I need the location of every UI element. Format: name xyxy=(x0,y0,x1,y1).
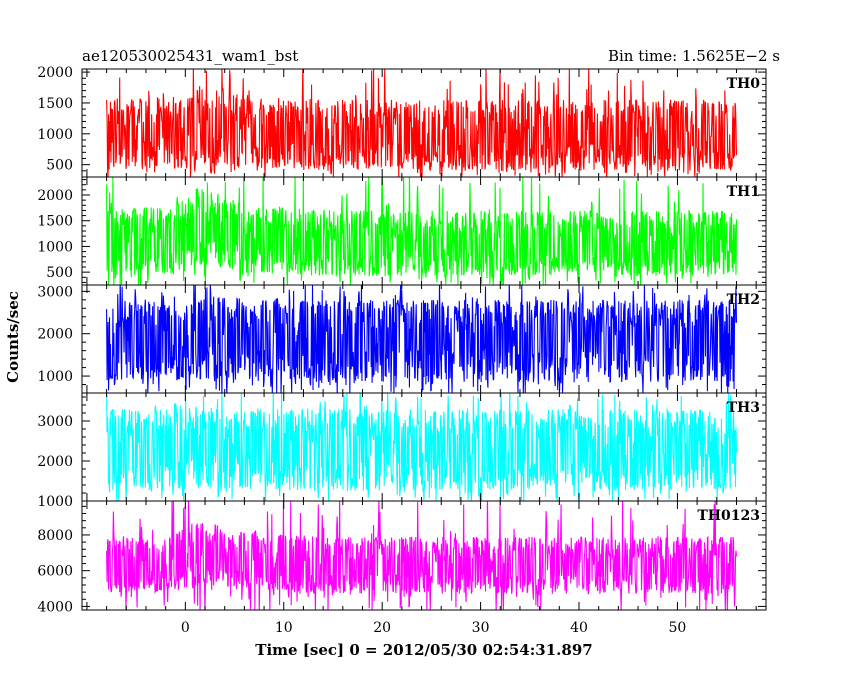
y-tick-label: 500 xyxy=(46,158,73,174)
x-tick-label: 50 xyxy=(669,620,687,636)
y-tick-label: 1500 xyxy=(37,214,73,230)
x-tick-label: 20 xyxy=(373,620,391,636)
series-line-th3 xyxy=(106,393,738,501)
y-tick-label: 1000 xyxy=(37,127,73,143)
y-tick-label: 3000 xyxy=(37,414,73,430)
series-line-th0 xyxy=(106,69,738,177)
series-line-th0123 xyxy=(106,501,738,610)
y-tick-label: 500 xyxy=(46,265,73,281)
x-tick-label: 0 xyxy=(181,620,190,636)
x-axis-label: Time [sec] 0 = 2012/05/30 02:54:31.897 xyxy=(255,641,592,659)
panel-label-th1: TH1 xyxy=(727,184,760,200)
bin-time-label: Bin time: 1.5625E−2 s xyxy=(608,47,780,65)
panel-th3: 1000 2000 3000 TH3 xyxy=(37,392,767,510)
y-tick-label: 1500 xyxy=(37,96,73,112)
y-tick-label: 2000 xyxy=(37,65,73,81)
panel-th1: 500 1000 1500 2000 TH1 xyxy=(37,176,767,286)
x-tick-label: 30 xyxy=(472,620,490,636)
panel-th2: 1000 2000 3000 TH2 xyxy=(37,284,767,394)
y-tick-label: 2000 xyxy=(37,188,73,204)
x-axis: 0 10 20 30 40 50 xyxy=(181,620,686,636)
panels-group: 500 1000 1500 2000 TH0 500 1000 1500 2000 TH1 1000… xyxy=(37,65,767,615)
panel-label-th3: TH3 xyxy=(727,400,760,416)
panel-label-th0: TH0 xyxy=(727,76,761,92)
panel-th0123: 4000 6000 8000 TH0123 xyxy=(37,500,767,615)
y-tick-label: 1000 xyxy=(37,239,73,255)
y-tick-label: 1000 xyxy=(37,494,73,510)
panel-label-th0123: TH0123 xyxy=(697,508,760,524)
y-tick-label: 2000 xyxy=(37,454,73,470)
series-line-th2 xyxy=(106,285,738,393)
y-tick-label: 4000 xyxy=(37,599,73,615)
y-tick-label: 1000 xyxy=(37,369,73,385)
panel-frame xyxy=(81,500,767,611)
x-tick-label: 10 xyxy=(275,620,293,636)
y-tick-label: 6000 xyxy=(37,564,73,580)
y-tick-label: 8000 xyxy=(37,528,73,544)
series-line-th1 xyxy=(106,177,738,285)
panel-th0: 500 1000 1500 2000 TH0 xyxy=(37,65,767,178)
y-tick-label: 3000 xyxy=(37,284,73,300)
panel-label-th2: TH2 xyxy=(727,292,760,308)
y-tick-label: 2000 xyxy=(37,327,73,343)
y-axis-label: Counts/sec xyxy=(4,291,22,383)
x-tick-label: 40 xyxy=(570,620,588,636)
chart-title: ae120530025431_wam1_bst xyxy=(82,47,298,65)
